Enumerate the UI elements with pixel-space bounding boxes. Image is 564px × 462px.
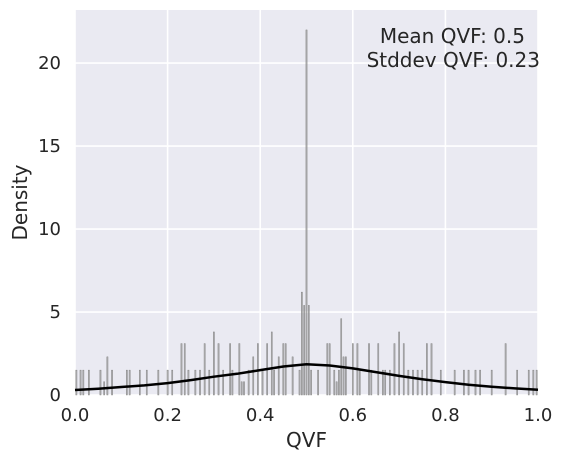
histogram-bar: [467, 369, 470, 396]
x-tick-label: 0.6: [338, 405, 367, 426]
histogram-bar: [317, 369, 319, 396]
mean-annotation: Mean QVF: 0.5: [380, 24, 525, 48]
histogram-bar: [194, 369, 197, 396]
histogram-bar: [213, 331, 215, 396]
histogram-bar: [384, 369, 387, 396]
histogram-bar: [217, 343, 220, 396]
histogram-bar: [208, 369, 211, 396]
histogram-bar: [270, 331, 273, 396]
histogram-bar: [79, 369, 82, 396]
histogram-bar: [180, 343, 183, 396]
histogram-bar: [382, 369, 384, 396]
x-tick-label: 0.8: [431, 405, 460, 426]
histogram-bar: [222, 369, 224, 396]
histogram-bar: [308, 305, 310, 396]
histogram-bar: [328, 343, 331, 396]
histogram-bar: [532, 369, 535, 396]
histogram-bar: [231, 369, 234, 396]
histogram-bar: [305, 29, 308, 396]
histogram-bar: [474, 369, 477, 396]
histogram-bar: [238, 343, 241, 396]
histogram-bar: [535, 369, 538, 396]
histogram-bar: [326, 343, 329, 396]
histogram-bar: [430, 343, 433, 396]
histogram-bar: [291, 356, 294, 396]
histogram-bar: [139, 369, 141, 396]
y-tick-label: 0: [50, 385, 61, 406]
histogram-bar: [527, 369, 530, 396]
histogram-bar: [402, 343, 405, 396]
histogram-bar: [252, 356, 255, 396]
histogram-bar: [340, 318, 343, 396]
histogram-bar: [393, 343, 396, 396]
histogram-bar: [240, 381, 243, 396]
histogram-bar: [203, 343, 206, 396]
histogram-bar: [426, 343, 428, 396]
histogram-bar: [463, 369, 465, 396]
x-axis-label: QVF: [286, 428, 327, 452]
histogram-bar: [75, 369, 78, 396]
histogram-bar: [398, 331, 400, 396]
y-axis-label: Density: [8, 164, 32, 240]
histogram-bar: [303, 305, 305, 396]
histogram-bar: [421, 369, 424, 396]
histogram-bar: [377, 343, 380, 396]
histogram-bar: [345, 356, 347, 396]
histogram-bar: [301, 291, 303, 396]
stddev-annotation: Stddev QVF: 0.23: [367, 48, 540, 72]
histogram-bar: [342, 356, 345, 396]
histogram-bar: [310, 369, 312, 396]
histogram-bar: [412, 369, 414, 396]
histogram-bar: [157, 369, 160, 396]
histogram-bar: [368, 343, 370, 396]
y-tick-label: 5: [50, 302, 61, 323]
histogram-bar: [298, 369, 301, 396]
histogram-bar: [338, 369, 340, 396]
histogram-bar: [183, 343, 186, 396]
histogram-bar: [389, 369, 391, 396]
histogram-bar: [187, 369, 190, 396]
histogram-bar: [88, 369, 90, 396]
histogram-bar: [111, 369, 113, 396]
histogram-bar: [243, 381, 245, 396]
histogram-bar: [126, 369, 128, 396]
histogram-bar: [333, 369, 336, 396]
y-tick-label: 20: [38, 53, 61, 74]
histogram-bar: [516, 369, 518, 396]
histogram-bar: [479, 369, 481, 396]
kde-curve: [74, 363, 539, 392]
histogram-bar: [416, 369, 419, 396]
histogram-bar: [273, 369, 275, 396]
histogram-bar: [358, 369, 361, 396]
histogram-bar: [277, 356, 280, 396]
histogram-bar: [199, 369, 201, 396]
histogram-bar: [128, 369, 131, 396]
x-tick-label: 0.2: [153, 405, 182, 426]
x-tick-labels: 0.0 0.2 0.4 0.6 0.8 1.0: [61, 405, 553, 426]
histogram-bar: [229, 343, 231, 396]
histogram-bar: [261, 369, 264, 396]
histogram-bar: [247, 369, 250, 396]
histogram-bar: [490, 369, 493, 396]
y-tick-labels: 0 5 10 15 20: [38, 53, 61, 406]
y-tick-label: 10: [38, 219, 61, 240]
x-tick-label: 1.0: [524, 405, 553, 426]
histogram-bar: [370, 369, 373, 396]
histogram-bar: [99, 369, 102, 396]
histogram-bar: [82, 369, 85, 396]
histogram-bar: [335, 381, 338, 396]
histogram-bar: [145, 369, 148, 396]
histogram-bar: [282, 343, 285, 396]
x-tick-label: 0.0: [61, 405, 90, 426]
y-tick-label: 15: [38, 136, 61, 157]
histogram-bar: [284, 343, 287, 396]
histogram-bar: [106, 356, 109, 396]
x-tick-label: 0.4: [246, 405, 275, 426]
histogram-bar: [504, 343, 507, 396]
histogram-bar: [407, 369, 410, 396]
